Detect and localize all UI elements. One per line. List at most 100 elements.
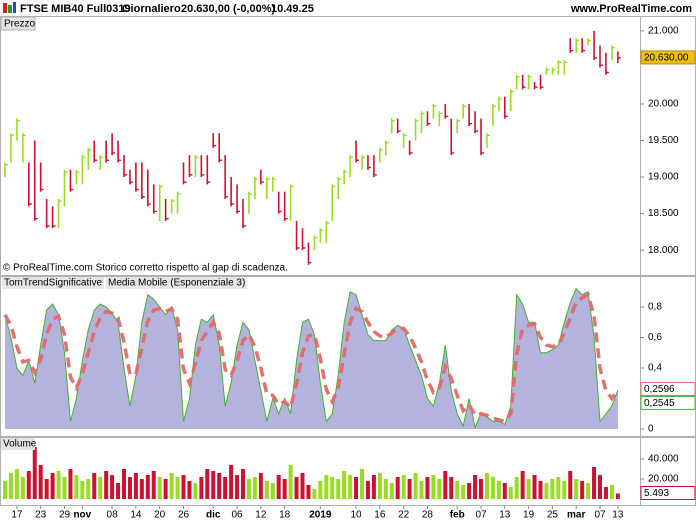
volume-bar bbox=[544, 483, 549, 499]
volume-bar bbox=[44, 479, 49, 499]
volume-bar bbox=[455, 481, 460, 499]
panel-frames bbox=[0, 16, 696, 506]
period: Giornaliero bbox=[122, 3, 181, 15]
volume-bar bbox=[467, 483, 472, 499]
volume-bar bbox=[211, 471, 216, 499]
volume-bar bbox=[223, 477, 228, 499]
volume-bar bbox=[419, 481, 424, 499]
last-value-box bbox=[640, 395, 696, 410]
volume-bar bbox=[449, 477, 454, 499]
volume-bar bbox=[56, 471, 61, 499]
volume-bar bbox=[26, 471, 31, 499]
volume-bar bbox=[562, 481, 567, 499]
volume-bar bbox=[252, 477, 257, 499]
volume-bar bbox=[342, 471, 347, 499]
site: www.ProRealTime.com bbox=[570, 3, 692, 15]
volume-bar bbox=[318, 481, 323, 499]
last-value-box bbox=[640, 381, 696, 396]
moving-average-line bbox=[3, 292, 620, 424]
volume-bar bbox=[50, 473, 55, 499]
volume-bar bbox=[502, 483, 507, 499]
volume-bar bbox=[603, 487, 608, 499]
volume-bar bbox=[425, 477, 430, 499]
volume-bar bbox=[598, 475, 602, 499]
volume-bar bbox=[104, 471, 109, 499]
volume-bar bbox=[258, 473, 263, 499]
x-tick-label: 25 bbox=[547, 510, 559, 521]
volume-bar bbox=[193, 483, 198, 499]
volume-bar bbox=[431, 475, 436, 499]
last-value-label: 0,2596 bbox=[644, 384, 675, 395]
x-tick-label: 08 bbox=[107, 510, 119, 521]
volume-bar bbox=[187, 481, 192, 499]
y-tick-label: 0,8 bbox=[648, 302, 662, 313]
x-tick-label: 19 bbox=[523, 510, 535, 521]
volume-bar bbox=[288, 465, 293, 499]
volume-bar bbox=[490, 477, 495, 499]
volume-bar bbox=[20, 477, 25, 499]
x-tick-label: nov bbox=[73, 510, 91, 521]
last-value-box bbox=[640, 50, 696, 65]
y-tick-label: 19.500 bbox=[648, 135, 679, 146]
volume-bar bbox=[62, 477, 67, 499]
volume-bar bbox=[235, 475, 240, 499]
volume-bar bbox=[133, 473, 138, 499]
volume-bar bbox=[461, 485, 466, 499]
x-tick-label: 07 bbox=[475, 510, 487, 521]
volume-bar bbox=[371, 475, 376, 499]
volume-bar bbox=[383, 479, 388, 499]
x-tick-label: 14 bbox=[130, 510, 142, 521]
price: 20.630,00 (-0,00%) bbox=[181, 3, 276, 15]
volume-bar bbox=[556, 477, 561, 499]
volume-bar bbox=[282, 479, 287, 499]
legend-box bbox=[106, 277, 248, 289]
volume-bar bbox=[217, 473, 222, 499]
volume-bar bbox=[229, 465, 234, 499]
panel-title-box bbox=[1, 438, 35, 450]
volume-bar bbox=[508, 487, 513, 499]
volume-bar bbox=[360, 469, 364, 499]
x-tick-label: mar bbox=[567, 510, 585, 521]
volume-bar bbox=[68, 469, 73, 499]
x-tick-label: 07 bbox=[594, 510, 606, 521]
volume-bar bbox=[580, 481, 585, 499]
logo bbox=[3, 2, 16, 13]
volume-bar bbox=[181, 475, 186, 499]
volume-bar bbox=[538, 481, 543, 499]
volume-bar bbox=[127, 477, 132, 499]
volume-bar bbox=[175, 477, 180, 499]
y-tick-label: 18.500 bbox=[648, 208, 679, 219]
volume-bar bbox=[169, 473, 174, 499]
volume-bar bbox=[8, 473, 13, 499]
volume-bar bbox=[550, 479, 555, 499]
volume-bar bbox=[330, 477, 335, 499]
volume-bar bbox=[38, 465, 43, 499]
legend-box bbox=[2, 277, 105, 289]
volume-bar bbox=[74, 475, 79, 499]
volume-bar bbox=[98, 477, 103, 499]
volume-bar bbox=[496, 481, 501, 499]
volume-bar bbox=[86, 479, 91, 499]
volume-bar bbox=[377, 473, 382, 499]
x-tick-label: 18 bbox=[279, 510, 291, 521]
last-value-label: 20.630,00 bbox=[644, 53, 689, 64]
panel-title: Volume bbox=[3, 439, 37, 450]
volume-bar bbox=[246, 479, 251, 499]
x-tick-label: 06 bbox=[231, 510, 243, 521]
volume-bar bbox=[586, 483, 591, 499]
volume-bar bbox=[205, 469, 210, 499]
x-tick-label: 2019 bbox=[309, 510, 332, 521]
volume-bar bbox=[348, 475, 353, 499]
panel-title-box bbox=[0, 16, 36, 31]
volume-bar bbox=[294, 477, 299, 499]
x-tick-label: dic bbox=[206, 510, 221, 521]
x-tick-label: 17 bbox=[11, 510, 23, 521]
volume-bar bbox=[526, 479, 531, 499]
volume-bar bbox=[520, 471, 525, 499]
volume-bar bbox=[592, 467, 597, 499]
volume-bar bbox=[306, 485, 311, 499]
last-value-box bbox=[640, 486, 696, 501]
volume-bar bbox=[92, 473, 97, 499]
volume-bar bbox=[270, 483, 275, 499]
